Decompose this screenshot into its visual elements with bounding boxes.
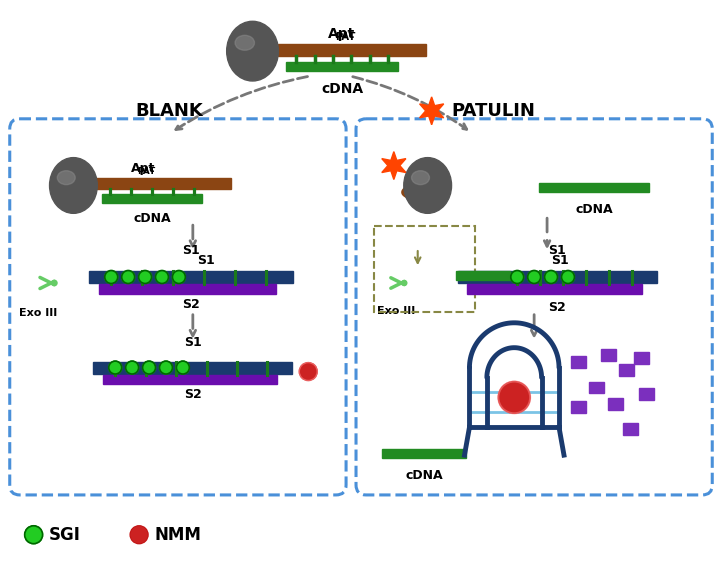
Circle shape	[25, 526, 43, 543]
Text: S1: S1	[197, 254, 215, 267]
Bar	[601, 348, 616, 361]
Circle shape	[125, 361, 138, 374]
Bar	[456, 271, 510, 280]
Circle shape	[52, 280, 57, 285]
Circle shape	[143, 361, 156, 374]
Circle shape	[109, 361, 122, 374]
Bar	[634, 352, 649, 364]
Text: Apt: Apt	[131, 162, 156, 175]
FancyBboxPatch shape	[356, 119, 712, 495]
Circle shape	[131, 526, 148, 543]
Text: PATULIN: PATULIN	[451, 102, 536, 120]
Circle shape	[105, 270, 118, 283]
Bar	[97, 178, 231, 189]
Bar	[539, 183, 649, 192]
Text: S1: S1	[182, 244, 200, 257]
Bar	[102, 194, 202, 203]
Circle shape	[177, 361, 190, 374]
Circle shape	[299, 362, 317, 380]
Polygon shape	[420, 97, 443, 125]
Text: S2: S2	[182, 298, 200, 311]
Bar	[608, 398, 623, 410]
Bar	[589, 382, 603, 393]
Text: S1: S1	[548, 244, 566, 257]
Circle shape	[138, 270, 151, 283]
Bar	[99, 284, 276, 294]
Ellipse shape	[404, 157, 451, 214]
Text: Exo III: Exo III	[19, 308, 58, 318]
Text: PAT: PAT	[138, 167, 156, 176]
Bar	[571, 356, 586, 368]
Text: S1: S1	[184, 336, 202, 348]
Text: PAT: PAT	[335, 32, 355, 42]
Ellipse shape	[50, 157, 97, 214]
Ellipse shape	[57, 171, 75, 185]
Text: S2: S2	[548, 301, 566, 314]
Circle shape	[156, 270, 169, 283]
Bar	[639, 388, 653, 400]
Polygon shape	[382, 152, 406, 179]
Bar	[571, 401, 586, 413]
Circle shape	[498, 382, 530, 413]
Bar	[382, 449, 466, 458]
FancyBboxPatch shape	[10, 119, 346, 495]
Circle shape	[528, 270, 541, 283]
Circle shape	[159, 361, 172, 374]
Bar	[619, 364, 634, 375]
Circle shape	[402, 280, 407, 285]
Circle shape	[562, 270, 575, 283]
Ellipse shape	[226, 21, 278, 81]
Text: cDNA: cDNA	[133, 212, 171, 225]
Bar	[467, 284, 642, 294]
Text: Exo III: Exo III	[376, 306, 415, 316]
Text: S2: S2	[184, 388, 202, 401]
Circle shape	[544, 270, 557, 283]
Text: BLANK: BLANK	[135, 102, 203, 120]
Text: SGI: SGI	[48, 525, 81, 544]
Text: cDNA: cDNA	[321, 82, 363, 96]
Bar	[458, 271, 657, 283]
Bar	[278, 44, 425, 56]
Bar	[103, 374, 278, 384]
Bar	[623, 423, 637, 435]
Bar	[286, 62, 398, 71]
Text: NMM: NMM	[154, 525, 201, 544]
Circle shape	[510, 270, 523, 283]
Text: Apt: Apt	[328, 27, 355, 41]
Circle shape	[122, 270, 135, 283]
Circle shape	[172, 270, 185, 283]
Ellipse shape	[412, 171, 430, 185]
Bar	[89, 271, 293, 283]
Ellipse shape	[235, 35, 255, 50]
Text: cDNA: cDNA	[405, 469, 443, 482]
Text: cDNA: cDNA	[575, 203, 613, 216]
Bar	[93, 361, 292, 374]
Text: S1: S1	[551, 254, 569, 267]
